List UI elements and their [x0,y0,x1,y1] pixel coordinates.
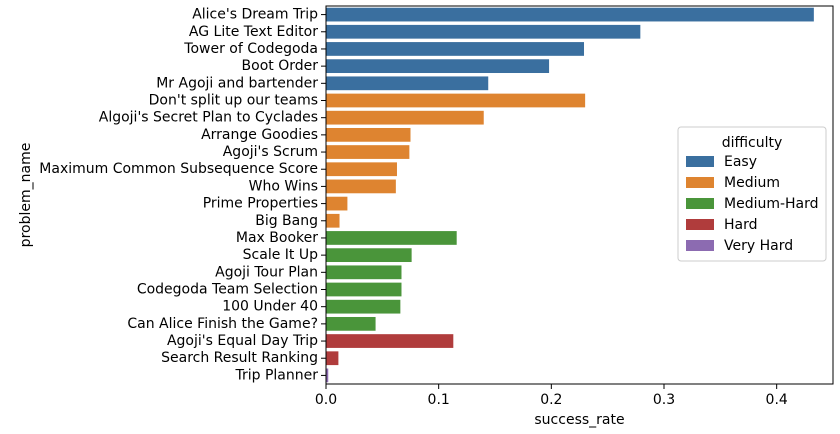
legend-label-medium: Medium [724,175,780,191]
bar-agoji-tour-plan [326,265,402,280]
bar-agoji-s-scrum [326,145,410,159]
bar-max-booker [326,231,457,245]
legend-title: difficulty [722,135,783,151]
bar-scale-it-up [326,248,412,263]
legend-label-medium-hard: Medium-Hard [724,196,819,212]
x-tick-label: 0.0 [315,392,337,408]
y-tick-label: Don't split up our teams [149,93,318,109]
x-tick-label: 0.2 [540,392,562,408]
bar-100-under-40 [326,299,401,314]
bar-don-t-split-up-our-teams [326,93,586,108]
bar-can-alice-finish-the-game [326,316,376,331]
axes-frame [325,5,834,385]
y-tick-label: Agoji's Scrum [223,144,318,160]
bars-layer [326,7,814,383]
x-tick-label: 0.4 [766,392,788,408]
x-axis-label: success_rate [534,412,624,428]
legend-label-hard: Hard [724,217,758,233]
bar-alice-s-dream-trip [326,7,814,22]
bar-algoji-s-secret-plan-to-cyclades [326,110,484,125]
bar-mr-agoji-and-bartender [326,76,489,91]
bar-agoji-s-equal-day-trip [326,334,454,348]
y-tick-label: Big Bang [255,213,318,229]
y-tick-label: Prime Properties [203,196,318,212]
y-tick-label: Boot Order [242,58,319,74]
bar-codegoda-team-selection [326,282,402,297]
bar-who-wins [326,179,396,194]
y-tick-label: Mr Agoji and bartender [156,75,318,91]
legend-swatch-very-hard [686,240,714,251]
y-tick-label: Agoji's Equal Day Trip [167,333,318,349]
y-tick-label: AG Lite Text Editor [189,24,318,40]
x-tick-label: 0.3 [653,392,675,408]
y-tick-label: Agoji Tour Plan [215,264,318,280]
y-tick-label: Maximum Common Subsequence Score [39,161,318,177]
x-tick-label: 0.1 [428,392,450,408]
y-tick-label: Arrange Goodies [201,127,318,143]
bar-maximum-common-subsequence-score [326,162,397,177]
legend-label-easy: Easy [724,154,757,170]
plot-frame [325,5,834,385]
bar-trip-planner [326,368,329,383]
y-tick-label: Max Booker [236,230,318,246]
legend-swatch-easy [686,156,714,167]
legend-swatch-medium [686,177,714,188]
y-tick-label: Codegoda Team Selection [137,282,318,298]
x-axis-ticks: 0.0 0.1 0.2 0.3 0.4 [315,384,788,408]
y-axis-label: problem_name [18,143,34,248]
y-tick-label: Scale It Up [243,247,318,263]
bar-search-result-ranking [326,351,339,366]
legend-swatch-hard [686,219,714,230]
y-tick-label: Trip Planner [234,367,318,383]
bar-boot-order [326,59,550,74]
y-tick-label: Who Wins [249,178,318,194]
y-tick-label: Algoji's Secret Plan to Cyclades [99,110,318,126]
y-tick-label: 100 Under 40 [222,299,318,315]
bar-tower-of-codegoda [326,42,585,56]
bar-prime-properties [326,196,348,211]
y-tick-label: Tower of Codegoda [183,41,318,57]
y-tick-label: Can Alice Finish the Game? [127,316,318,332]
legend-box [677,126,827,262]
y-tick-label: Alice's Dream Trip [192,7,318,23]
legend-swatch-medium-hard [686,198,714,209]
y-tick-label: Search Result Ranking [161,350,318,366]
bar-big-bang [326,213,340,228]
legend-label-very-hard: Very Hard [724,238,793,254]
bar-arrange-goodies [326,127,411,142]
bar-ag-lite-text-editor [326,24,641,39]
legend: difficulty Easy Medium Medium-Hard Hard Very… [677,126,827,262]
